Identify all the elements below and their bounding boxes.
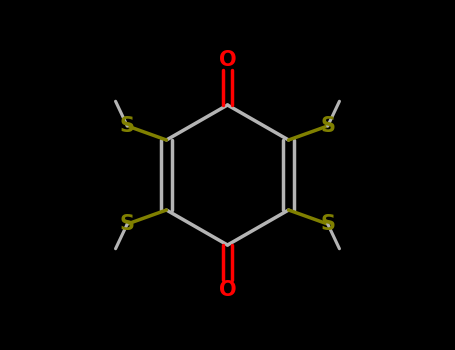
Text: O: O — [219, 50, 236, 70]
Text: S: S — [120, 214, 135, 234]
Text: S: S — [320, 116, 335, 136]
Text: S: S — [120, 116, 135, 136]
Text: S: S — [320, 214, 335, 234]
Text: O: O — [219, 280, 236, 300]
